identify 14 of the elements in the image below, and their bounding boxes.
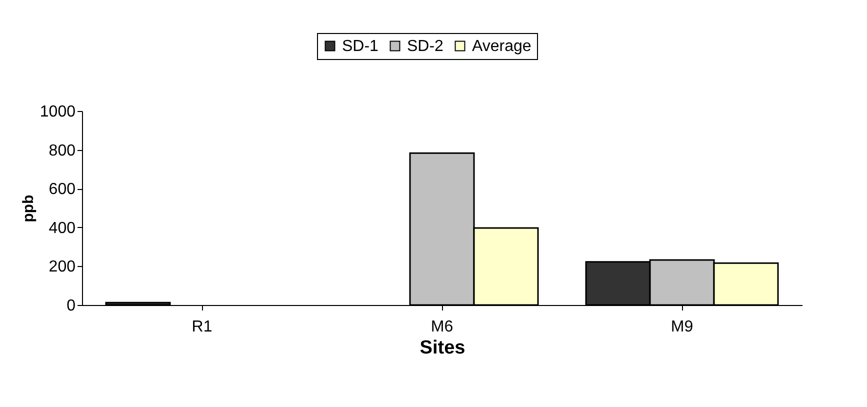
legend-label: SD-1 <box>342 38 379 55</box>
y-tick-label: 0 <box>66 298 76 314</box>
x-tick-label: M9 <box>670 318 694 336</box>
y-axis-title: ppb <box>20 194 37 222</box>
y-tick-label: 200 <box>48 258 76 276</box>
x-tick-label: R1 <box>192 318 212 336</box>
legend-label: Average <box>472 38 532 55</box>
y-tick-label: 800 <box>48 142 76 160</box>
x-tick-label: M6 <box>430 318 454 336</box>
legend-label: SD-2 <box>407 38 444 55</box>
y-tick-label: 400 <box>48 220 76 237</box>
y-tick-label: 600 <box>48 181 76 198</box>
y-tick-label: 1000 <box>40 104 76 120</box>
x-axis-title: Sites <box>420 338 466 358</box>
